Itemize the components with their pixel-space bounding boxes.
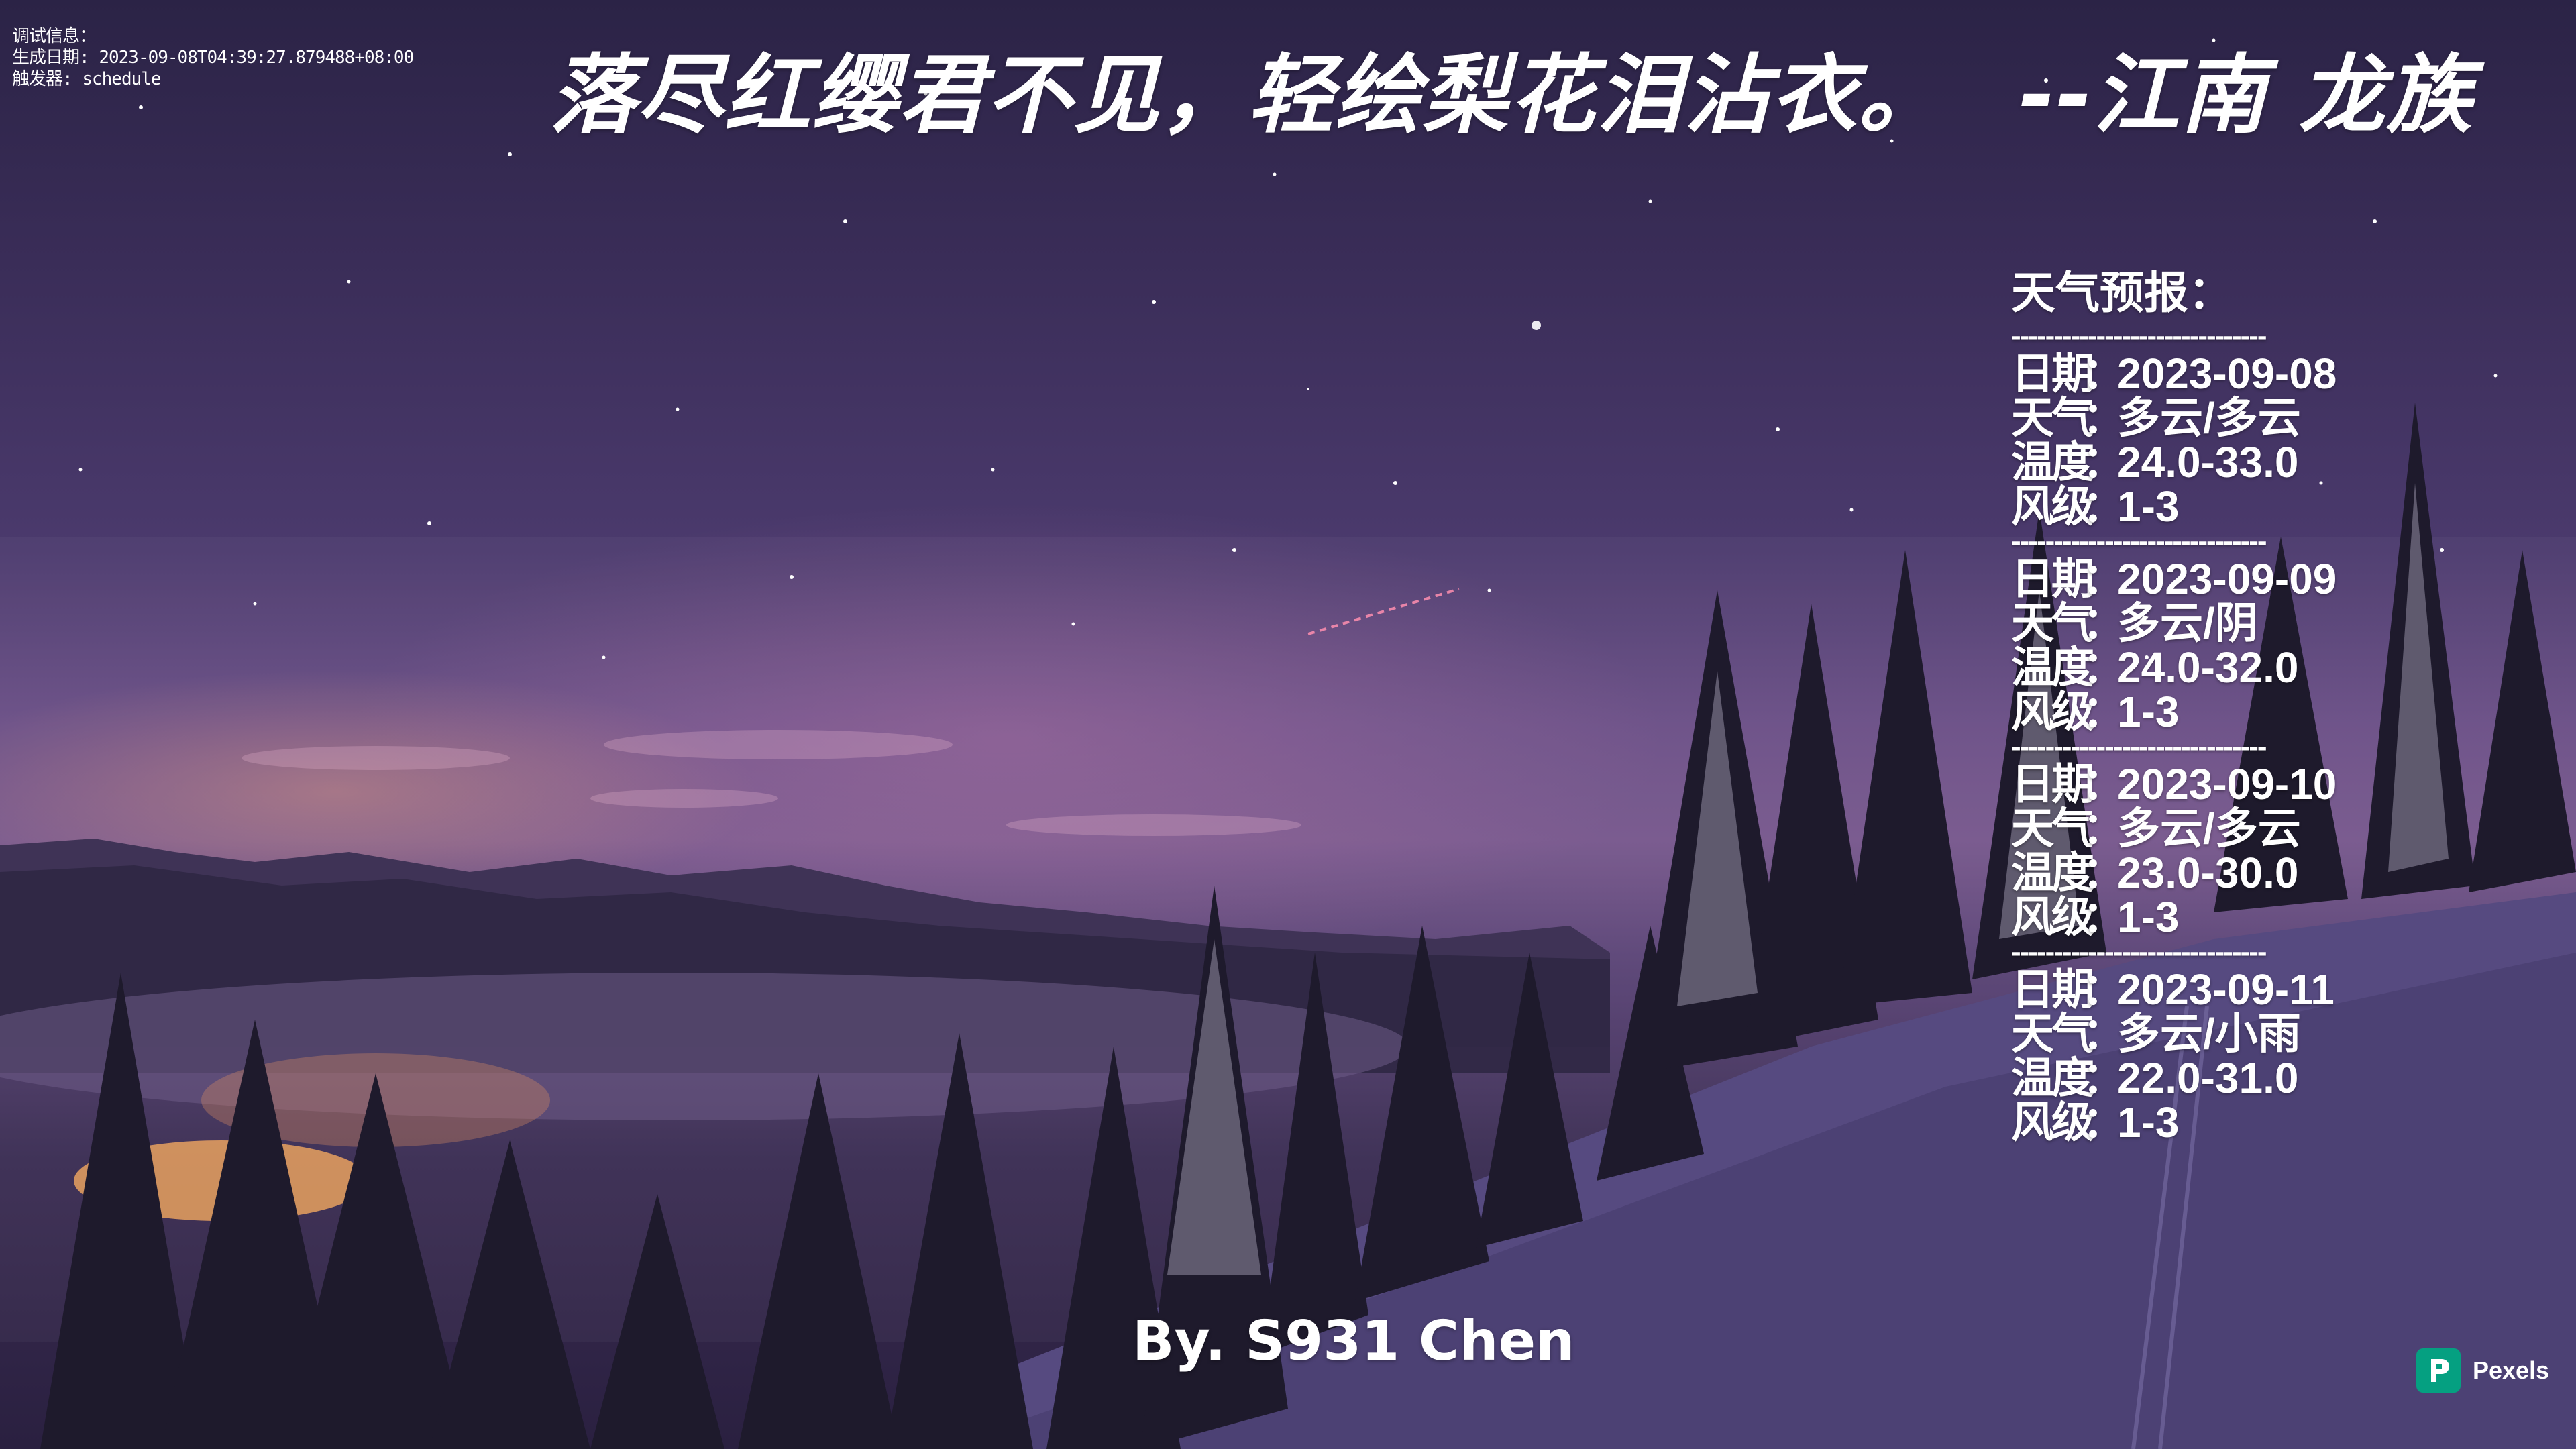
date-label: 日期 (2011, 350, 2094, 398)
author-signature: By. S931 Chen (1132, 1309, 1575, 1373)
forecast-temp: 24.0-32.0 (2117, 643, 2299, 692)
poem-headline: 落尽红缨君不见，轻绘梨花泪沾衣。 --江南 龙族 (550, 39, 2472, 153)
forecast-wind-row: 风级：1-3 (2011, 482, 2180, 531)
forecast-date-row: 日期：2023-09-09 (2011, 555, 2337, 603)
forecast-temp-row: 温度：24.0-32.0 (2011, 643, 2299, 692)
pexels-logo-icon (2416, 1348, 2461, 1393)
temp-label: 温度 (2011, 643, 2094, 692)
date-label: 日期 (2011, 965, 2094, 1014)
forecast-wind-row: 风级：1-3 (2011, 688, 2180, 736)
pine-trees (40, 402, 2576, 1449)
forecast-date: 2023-09-10 (2117, 760, 2337, 808)
weather-divider: ------------------------------ (2011, 734, 2267, 759)
clouds (241, 730, 1301, 836)
poem-text: 落尽红缨君不见，轻绘梨花泪沾衣。 (550, 46, 1946, 146)
forecast-wind-row: 风级：1-3 (2011, 1098, 2180, 1146)
forecast-temp-row: 温度：24.0-33.0 (2011, 438, 2299, 486)
trigger-label: 触发器 (12, 69, 63, 89)
forecast-weather: 多云/小雨 (2117, 1010, 2301, 1058)
forecast-date: 2023-09-09 (2117, 555, 2337, 603)
forecast-weather-row: 天气：多云/阴 (2011, 599, 2258, 647)
forecast-day: 日期：2023-09-09 天气：多云/阴 温度：24.0-32.0 风级：1-… (2011, 557, 2454, 734)
forecast-temp: 23.0-30.0 (2117, 849, 2299, 897)
forecast-wind: 1-3 (2117, 482, 2180, 531)
forecast-day: 日期：2023-09-11 天气：多云/小雨 温度：22.0-31.0 风级：1… (2011, 967, 2454, 1144)
forecast-temp: 22.0-31.0 (2117, 1054, 2299, 1102)
forecast-weather: 多云/多云 (2117, 394, 2301, 442)
forecast-wind-row: 风级：1-3 (2011, 893, 2180, 941)
temp-label: 温度 (2011, 438, 2094, 486)
forecast-date: 2023-09-08 (2117, 350, 2337, 398)
wind-label: 风级 (2011, 482, 2094, 531)
forecast-weather: 多云/多云 (2117, 804, 2301, 853)
debug-title: 调试信息： (12, 26, 97, 46)
forecast-wind: 1-3 (2117, 893, 2180, 941)
debug-info: 调试信息： 生成日期: 2023-09-08T04:39:27.879488+0… (12, 25, 414, 90)
weather-divider: ------------------------------ (2011, 939, 2267, 965)
wind-label: 风级 (2011, 688, 2094, 736)
weather-label: 天气 (2011, 599, 2094, 647)
forecast-weather: 多云/阴 (2117, 599, 2258, 647)
forecast-temp-row: 温度：22.0-31.0 (2011, 1054, 2299, 1102)
pexels-brand: Pexels (2473, 1356, 2550, 1384)
trigger-value: schedule (82, 69, 161, 89)
forecast-weather-row: 天气：多云/多云 (2011, 804, 2301, 853)
poem-author: --江南 龙族 (2019, 46, 2473, 146)
date-label: 日期 (2011, 555, 2094, 603)
weather-label: 天气 (2011, 394, 2094, 442)
forecast-wind: 1-3 (2117, 688, 2180, 736)
debug-gen-date: 生成日期: 2023-09-08T04:39:27.879488+08:00 (12, 48, 414, 68)
valley-fog (0, 973, 1409, 1120)
forecast-weather-row: 天气：多云/多云 (2011, 394, 2301, 442)
weather-label: 天气 (2011, 1010, 2094, 1058)
weather-title: 天气预报： (2011, 268, 2233, 317)
forecast-weather-row: 天气：多云/小雨 (2011, 1010, 2301, 1058)
weather-forecast-panel: 天气预报： ------------------------------ 日期：… (2011, 262, 2454, 1144)
date-label: 日期 (2011, 760, 2094, 808)
forecast-day: 日期：2023-09-08 天气：多云/多云 温度：24.0-33.0 风级：1… (2011, 352, 2454, 529)
forecast-date-row: 日期：2023-09-10 (2011, 760, 2337, 808)
forecast-date-row: 日期：2023-09-11 (2011, 965, 2334, 1014)
gen-date-label: 生成日期 (12, 48, 80, 68)
debug-trigger: 触发器: schedule (12, 69, 162, 89)
meteor-trail (1307, 588, 1460, 635)
temp-label: 温度 (2011, 1054, 2094, 1102)
gen-date-value: 2023-09-08T04:39:27.879488+08:00 (99, 48, 414, 68)
forecast-wind: 1-3 (2117, 1098, 2180, 1146)
forecast-date: 2023-09-11 (2117, 965, 2334, 1014)
wind-label: 风级 (2011, 893, 2094, 941)
temp-label: 温度 (2011, 849, 2094, 897)
weather-divider: ------------------------------ (2011, 323, 2267, 349)
forecast-temp: 24.0-33.0 (2117, 438, 2299, 486)
wind-label: 风级 (2011, 1098, 2094, 1146)
forecast-date-row: 日期：2023-09-08 (2011, 350, 2337, 398)
pexels-watermark[interactable]: Pexels (2416, 1347, 2549, 1394)
forecast-day: 日期：2023-09-10 天气：多云/多云 温度：23.0-30.0 风级：1… (2011, 762, 2454, 939)
weather-label: 天气 (2011, 804, 2094, 853)
weather-divider: ------------------------------ (2011, 529, 2267, 554)
forecast-temp-row: 温度：23.0-30.0 (2011, 849, 2299, 897)
